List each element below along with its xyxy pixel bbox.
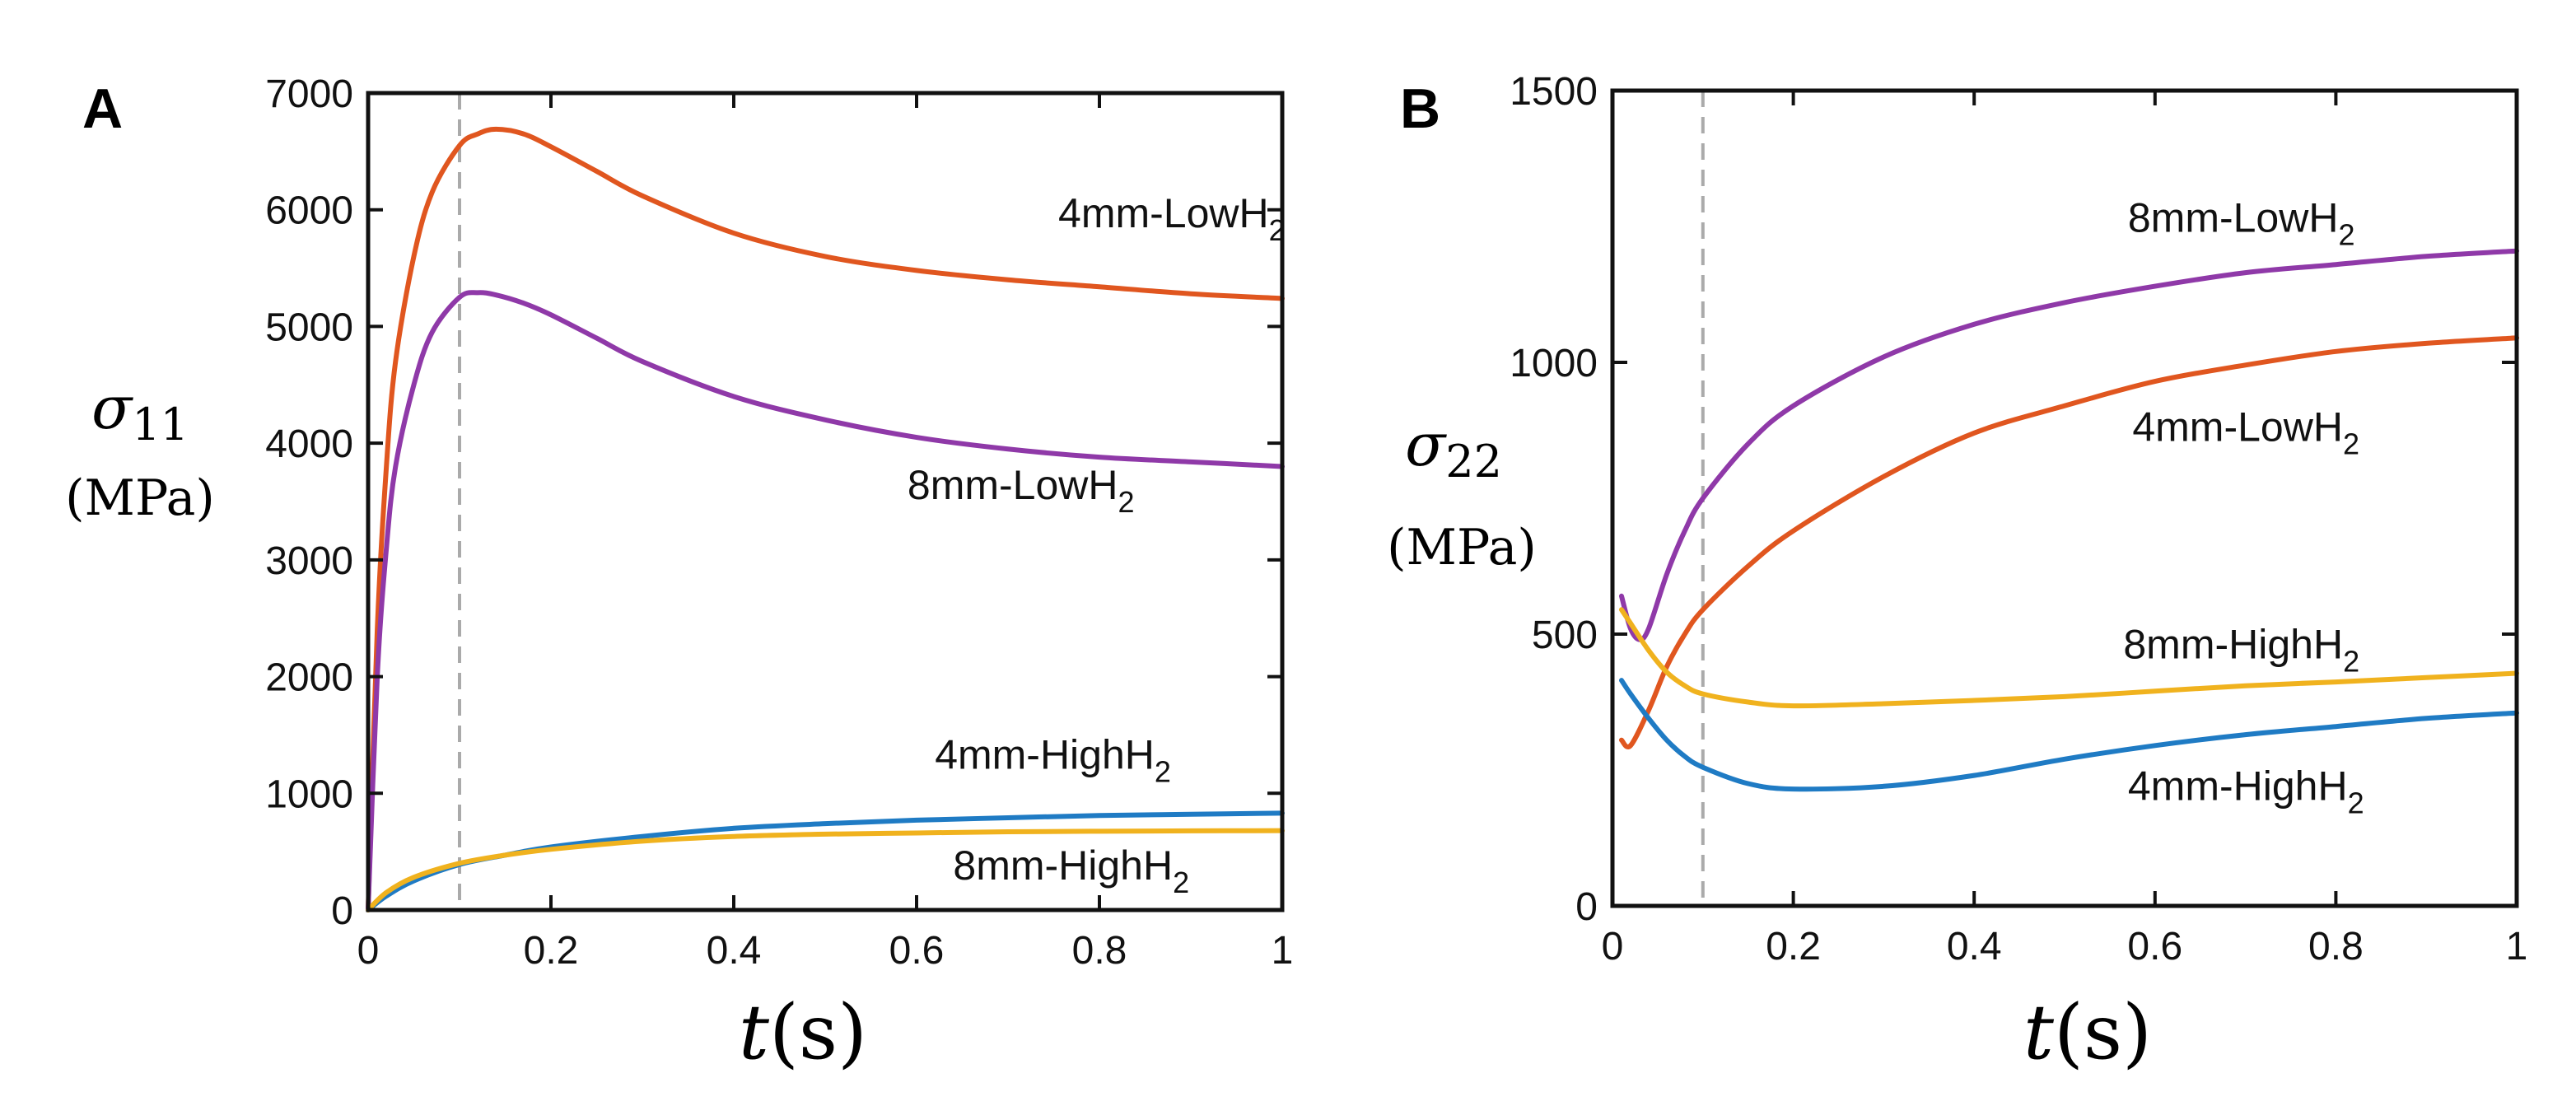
panel-b-x-tick-label: 0	[1602, 925, 1624, 968]
panel-b-axes-layer: 0 0.2 0.4 0.6 0.8 1 0 500 1000 1500	[1510, 70, 2527, 968]
panel-a-x-tick-label: 1	[1272, 929, 1294, 973]
panel-b-y-axis-title: σ22 (MPa)	[1387, 410, 1537, 576]
panel-a-series-line-4	[366, 828, 1285, 912]
panel-a-series-line-2	[366, 290, 1285, 912]
panel-a-y-tick-label: 7000	[265, 72, 353, 116]
panel-a-x-tick-label: 0.6	[889, 929, 945, 973]
panel-b-x-tick-label: 0.6	[2127, 925, 2182, 968]
panel-b-x-tick-label: 1	[2506, 925, 2528, 968]
panel-a: A 0 0.2 0.4 0.6 0.8 1 0 1000 2000 3000 4000 5000 600…	[65, 72, 1293, 1076]
panel-a-series-label-3: 4mm-HighH2	[935, 732, 1171, 789]
panel-b-series-label-3: 8mm-HighH2	[2123, 622, 2359, 679]
panel-b-x-var: t	[2023, 988, 2055, 1076]
panel-b-y-tick-label: 500	[1532, 614, 1598, 657]
panel-b-series-line-3	[1618, 607, 2519, 709]
panel-b-plot-frame	[1610, 88, 2519, 908]
panel-a-x-tick-label: 0	[357, 929, 380, 973]
svg-text:σ11: σ11	[91, 373, 189, 450]
panel-a-series-line-1	[366, 126, 1285, 912]
panel-a-y-tick-label: 0	[331, 889, 353, 933]
panel-a-x-unit: (s)	[769, 988, 867, 1076]
panel-a-y-tick-label: 5000	[265, 306, 353, 349]
panel-a-y-var: σ	[91, 373, 133, 442]
panel-a-x-tick-label: 0.4	[707, 929, 762, 973]
panel-b-y-tick-label: 1500	[1510, 70, 1598, 114]
panel-a-y-tick-label: 6000	[265, 189, 353, 233]
panel-a-series-label-2: 8mm-LowH2	[908, 462, 1135, 519]
panel-b-y-tick-label: 0	[1575, 885, 1598, 929]
panel-b-x-tick-label: 0.4	[1947, 925, 2002, 968]
panel-b-y-tick-label: 1000	[1510, 342, 1598, 385]
svg-text:t(s): t(s)	[2023, 988, 2152, 1076]
panel-b-y-sub: 22	[1445, 436, 1502, 488]
panel-a-y-tick-label: 1000	[265, 772, 353, 816]
panel-b-x-tick-label: 0.8	[2308, 925, 2364, 968]
panel-a-y-tick-label: 2000	[265, 656, 353, 700]
panel-a-plot-frame	[366, 91, 1285, 912]
panel-b-series-label-2: 4mm-LowH2	[2132, 404, 2359, 461]
panel-b-x-tick-label: 0.2	[1766, 925, 1821, 968]
panel-b-series-line-1	[1618, 248, 2519, 642]
panel-b-y-unit: (MPa)	[1387, 519, 1537, 576]
panel-a-y-tick-label: 3000	[265, 539, 353, 583]
panel-b-series-label-1: 8mm-LowH2	[2128, 195, 2355, 252]
panel-b-letter: B	[1400, 77, 1440, 140]
panel-a-y-unit: (MPa)	[65, 469, 215, 527]
panel-a-series-label-4: 8mm-HighH2	[953, 842, 1189, 899]
panel-a-series-layer	[366, 126, 1285, 912]
panel-b-labels-layer: 8mm-LowH2 4mm-LowH2 8mm-HighH2 4mm-HighH2	[2123, 195, 2364, 820]
panel-a-x-var: t	[739, 988, 770, 1076]
panel-a-x-axis-title: t(s)	[739, 988, 867, 1076]
panel-a-labels-layer: 4mm-LowH2 8mm-LowH2 4mm-HighH2 8mm-HighH2	[908, 190, 1286, 899]
panel-a-y-sub: 11	[132, 399, 189, 450]
panel-b-y-var: σ	[1405, 410, 1447, 479]
panel-b-series-line-4	[1618, 678, 2519, 792]
panel-a-y-tick-label: 4000	[265, 422, 353, 466]
panel-b-series-line-2	[1618, 335, 2519, 749]
svg-text:t(s): t(s)	[739, 988, 867, 1076]
panel-b-x-unit: (s)	[2054, 988, 2152, 1076]
panel-b-x-axis-title: t(s)	[2023, 988, 2152, 1076]
panel-a-x-tick-label: 0.2	[524, 929, 579, 973]
panel-a-y-axis-title: σ11 (MPa)	[65, 373, 215, 527]
panel-b-series-layer	[1618, 248, 2519, 792]
panel-a-axes-layer: 0 0.2 0.4 0.6 0.8 1 0 1000 2000 3000 4000 5000 6000 7…	[265, 72, 1293, 973]
panel-a-series-label-1: 4mm-LowH2	[1058, 190, 1286, 247]
panel-a-x-tick-label: 0.8	[1072, 929, 1127, 973]
panel-b: B 0 0.2 0.4 0.6 0.8 1 0 500 1000 1500 8mm-LowH2 4m…	[1387, 70, 2527, 1076]
svg-text:σ22: σ22	[1405, 410, 1502, 488]
panel-a-letter: A	[82, 77, 123, 140]
panel-b-series-label-4: 4mm-HighH2	[2128, 763, 2364, 819]
